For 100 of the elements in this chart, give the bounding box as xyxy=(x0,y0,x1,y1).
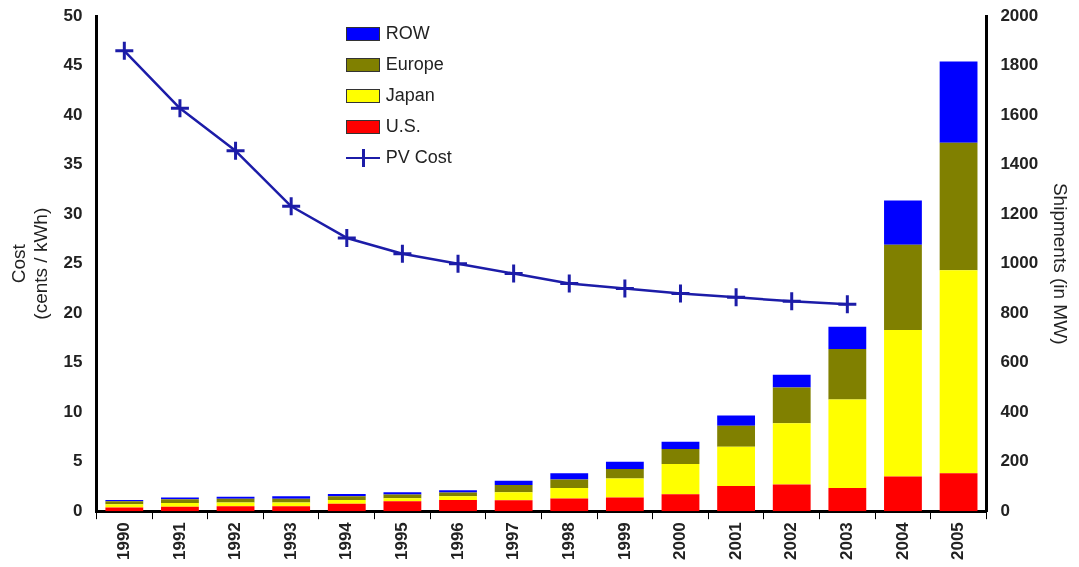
y-tick-label: 5 xyxy=(73,451,83,471)
y2-tick-label: 1600 xyxy=(1000,104,1039,124)
x-tick-label: 1991 xyxy=(169,522,189,561)
y-tick-label: 15 xyxy=(63,352,83,372)
bar xyxy=(494,492,533,501)
y2-axis-title: Shipments (in MW) xyxy=(1050,182,1072,345)
bar xyxy=(605,461,644,470)
bar xyxy=(661,449,700,464)
bar xyxy=(327,503,366,512)
y-tick-label: 30 xyxy=(63,203,83,223)
bar xyxy=(772,387,811,424)
x-tick-label: 2000 xyxy=(670,522,690,561)
bar xyxy=(327,500,366,504)
bar xyxy=(661,494,700,512)
bar xyxy=(494,500,533,512)
point xyxy=(280,195,302,217)
bar xyxy=(939,142,978,271)
bar xyxy=(605,478,644,498)
point xyxy=(669,282,691,304)
bar xyxy=(717,446,756,486)
bar xyxy=(605,469,644,479)
bar xyxy=(717,425,756,447)
y2-tick-label: 2000 xyxy=(1000,5,1039,25)
y-tick-label: 25 xyxy=(63,253,83,273)
x-tick-label: 1998 xyxy=(558,522,578,561)
y-tick-label: 40 xyxy=(63,104,83,124)
legend-label: Europe xyxy=(385,54,444,76)
point xyxy=(447,253,469,275)
bar xyxy=(772,484,811,512)
y-tick-label: 50 xyxy=(63,5,83,25)
bar xyxy=(272,506,311,512)
x-tick-label: 1999 xyxy=(614,522,634,561)
x-tick-label: 1995 xyxy=(392,522,412,561)
y-tick-label: 20 xyxy=(63,302,83,322)
x-tick-label: 1992 xyxy=(225,522,245,561)
x-tick-label: 1990 xyxy=(114,522,134,561)
point xyxy=(169,97,191,119)
bar xyxy=(717,485,756,512)
legend-label: PV Cost xyxy=(385,147,452,169)
bar xyxy=(661,441,700,450)
x-tick-label: 2002 xyxy=(781,522,801,561)
x-tick-label: 2001 xyxy=(725,522,745,561)
legend-label: U.S. xyxy=(385,116,421,138)
y2-tick-label: 800 xyxy=(1000,302,1029,322)
bar xyxy=(272,498,311,503)
bar xyxy=(161,506,199,512)
bar xyxy=(550,473,589,480)
point xyxy=(836,293,858,315)
legend-label: ROW xyxy=(385,23,430,45)
x-tick-label: 1994 xyxy=(336,521,356,561)
bar xyxy=(661,463,700,495)
bar xyxy=(383,501,422,512)
point xyxy=(725,286,747,308)
x-tick-label: 2005 xyxy=(948,522,968,561)
bar xyxy=(439,500,477,512)
bar xyxy=(939,473,978,512)
bar xyxy=(494,484,533,493)
bar xyxy=(828,399,867,488)
y2-tick-label: 0 xyxy=(1000,500,1010,520)
y2-tick-label: 600 xyxy=(1000,352,1029,372)
bar xyxy=(550,479,589,488)
bar xyxy=(105,507,144,512)
y2-tick-label: 1400 xyxy=(1000,154,1039,174)
bar xyxy=(772,374,811,388)
point xyxy=(558,272,580,294)
y-tick-label: 35 xyxy=(63,154,83,174)
point xyxy=(113,40,135,62)
bar xyxy=(828,487,867,512)
bar xyxy=(494,480,533,485)
bar xyxy=(161,499,199,504)
bar xyxy=(272,496,311,499)
point xyxy=(336,227,358,249)
y-tick-label: 45 xyxy=(63,55,83,75)
bar xyxy=(605,497,644,512)
bar xyxy=(884,200,922,245)
x-tick-label: 1997 xyxy=(503,522,523,561)
bar xyxy=(772,423,811,485)
bar xyxy=(550,498,589,512)
y-tick-label: 0 xyxy=(73,500,83,520)
legend-label: Japan xyxy=(385,85,435,107)
bar xyxy=(439,496,477,501)
bar xyxy=(383,498,422,502)
bar xyxy=(939,61,978,143)
x-tick-label: 1993 xyxy=(280,522,300,561)
point xyxy=(781,290,803,312)
bar xyxy=(327,496,366,501)
point xyxy=(614,277,636,299)
x-tick-label: 2004 xyxy=(892,521,912,561)
bar xyxy=(939,270,978,474)
y-axis-title: Cost (cents / kWh) xyxy=(7,207,52,320)
bar xyxy=(161,503,199,507)
bar xyxy=(550,487,589,499)
bar xyxy=(884,476,922,512)
x-tick-label: 1996 xyxy=(447,522,467,561)
point xyxy=(225,140,247,162)
y2-tick-label: 1000 xyxy=(1000,253,1039,273)
y2-tick-label: 1200 xyxy=(1000,203,1039,223)
bar xyxy=(828,349,867,400)
bar xyxy=(216,506,255,512)
bar xyxy=(216,498,255,503)
